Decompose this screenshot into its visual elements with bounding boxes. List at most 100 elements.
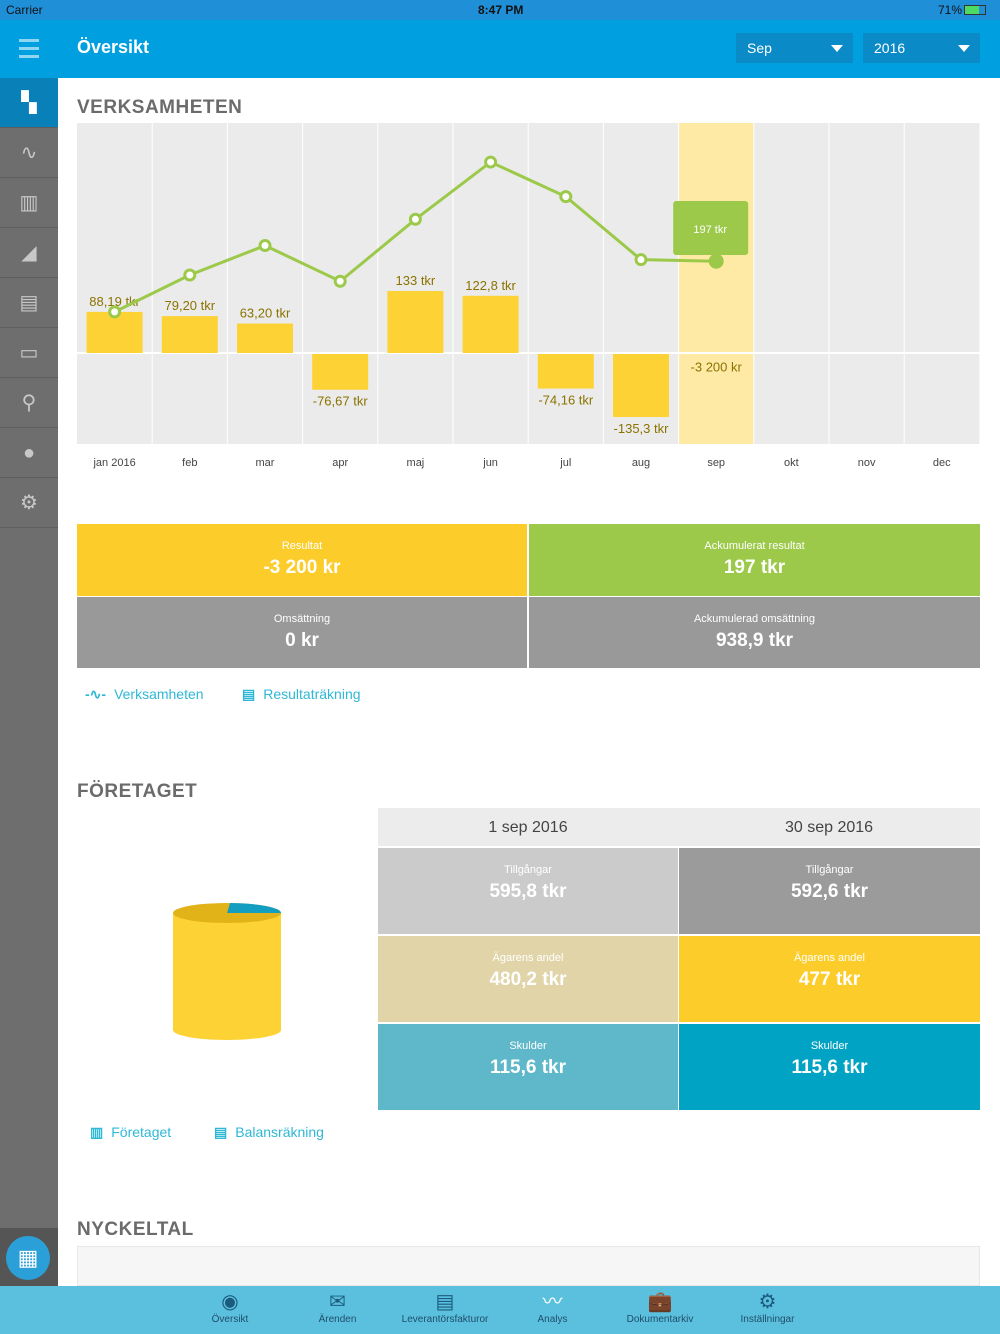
profile-area: ▦ [0, 1228, 58, 1286]
bottom-tab-bar: ◉ Översikt ✉ Ärenden ▤ Leverantörsfakturor 〰 An… [0, 1286, 1000, 1334]
tab-icon: ◉ [221, 1291, 239, 1313]
summary-tile: Omsättning 0 kr [77, 597, 527, 668]
month-value: Sep [747, 40, 772, 56]
bar [387, 291, 444, 353]
cell-label: Ägarens andel [794, 952, 865, 964]
bar [237, 323, 293, 353]
sidebar-buildings-icon[interactable]: ▥ [0, 178, 58, 228]
company-avatar[interactable]: ▦ [6, 1236, 50, 1280]
tab-dokumentarkiv[interactable]: 💼 Dokumentarkiv [610, 1286, 710, 1325]
tile-label: Ackumulerat resultat [704, 540, 805, 552]
bar-value-label: 133 tkr [396, 273, 436, 288]
link-label: Verksamheten [114, 686, 204, 702]
balance-header: 1 sep 2016 30 sep 2016 [378, 808, 980, 846]
line-point [634, 253, 648, 267]
bar [312, 354, 369, 390]
line-point [258, 239, 272, 253]
bar-value-label: -76,67 tkr [313, 394, 369, 409]
tab-label: Analys [537, 1314, 568, 1325]
tab-leverantörsfakturor[interactable]: ▤ Leverantörsfakturor [395, 1286, 495, 1325]
bar [613, 354, 669, 418]
bar-value-label: 63,20 tkr [240, 306, 291, 321]
sidebar-document-icon[interactable]: ▤ [0, 278, 58, 328]
tab-label: Dokumentarkiv [626, 1314, 694, 1325]
sidebar-pulse-icon[interactable]: ∿ [0, 128, 58, 178]
x-tick-label: jun [482, 457, 498, 469]
cell-value: 480,2 tkr [489, 969, 567, 990]
sidebar-user-icon[interactable]: ● [0, 428, 58, 478]
x-tick-label: jul [559, 457, 571, 469]
sidebar-search-icon[interactable]: ⚲ [0, 378, 58, 428]
x-tick-label: jan 2016 [92, 457, 135, 469]
tile-label: Ackumulerad omsättning [693, 613, 816, 625]
line-point [408, 212, 422, 226]
tile-value: 938,9 tkr [715, 630, 794, 651]
col-header-start: 1 sep 2016 [488, 819, 568, 836]
cell-value: 477 tkr [798, 969, 861, 990]
tab-label: Översikt [211, 1314, 249, 1325]
sidebar-gear-icon[interactable]: ⚙ [0, 478, 58, 528]
status-bar: Carrier 8:47 PM 71% [0, 0, 1000, 20]
carrier: Carrier [6, 3, 43, 17]
document-icon: ▤ [242, 686, 256, 702]
summary-tile: Ackumulerat resultat 197 tkr [529, 524, 980, 596]
highlight-column [678, 123, 754, 444]
link-verksamheten[interactable]: -∿- Verksamheten [85, 686, 204, 703]
tab-icon: ⚙ [758, 1291, 777, 1313]
col-header-end: 30 sep 2016 [784, 819, 874, 836]
link-label: Resultaträkning [263, 686, 361, 702]
x-tick-label: aug [632, 457, 650, 469]
bar [537, 354, 594, 389]
tab-label: Ärenden [318, 1314, 357, 1325]
month-select[interactable]: Sep [736, 33, 853, 63]
tab-inställningar[interactable]: ⚙ Inställningar [718, 1286, 818, 1325]
tooltip-text: 197 tkr [693, 224, 727, 236]
sidebar: ▚ ∿ ▥ ◢ ▤ ▭ ⚲ ● ⚙ ▦ [0, 78, 58, 1286]
app-header: Översikt Sep 2016 [0, 20, 1000, 78]
bar [161, 316, 218, 353]
sidebar-archive-icon[interactable]: ▭ [0, 328, 58, 378]
tab-analys[interactable]: 〰 Analys [503, 1286, 603, 1325]
document-icon: ▤ [214, 1124, 228, 1140]
year-select[interactable]: 2016 [863, 33, 980, 63]
menu-icon[interactable] [19, 39, 39, 58]
section-title-foretaget: FÖRETAGET [77, 781, 198, 802]
line-point [559, 190, 573, 204]
cell-value: 592,6 tkr [790, 881, 869, 902]
section-title-verksamheten: VERKSAMHETEN [77, 97, 243, 118]
equity-cylinder-chart [173, 903, 282, 1040]
chevron-down-icon [831, 45, 843, 52]
cell-label: Skulder [509, 1040, 547, 1052]
bar-value-label: -3 200 kr [691, 359, 743, 374]
cell-label: Tillgångar [504, 864, 552, 876]
tile-label: Resultat [281, 540, 323, 552]
link-balansrakning[interactable]: ▤ Balansräkning [214, 1124, 324, 1141]
balance-cell: Tillgångar 595,8 tkr [378, 848, 678, 934]
tab-icon: ✉ [329, 1291, 346, 1313]
link-resultatrakning[interactable]: ▤ Resultaträkning [242, 686, 361, 703]
summary-tile: Ackumulerad omsättning 938,9 tkr [529, 597, 980, 668]
buildings-icon: ▥ [90, 1124, 104, 1140]
sidebar-dashboard-icon[interactable]: ▚ [0, 78, 58, 128]
line-point [333, 274, 347, 288]
x-tick-label: maj [407, 457, 425, 469]
x-tick-label: dec [933, 457, 951, 469]
tab-icon: ▤ [435, 1291, 455, 1313]
tab-icon: 〰 [542, 1291, 563, 1313]
cell-label: Ägarens andel [492, 952, 564, 964]
link-label: Företaget [111, 1124, 172, 1140]
cell-value: 595,8 tkr [489, 881, 567, 902]
tab-label: Inställningar [740, 1314, 795, 1325]
tab-översikt[interactable]: ◉ Översikt [180, 1286, 280, 1325]
cell-value: 115,6 tkr [489, 1057, 567, 1078]
link-label: Balansräkning [235, 1124, 324, 1140]
x-tick-label: nov [858, 457, 876, 469]
sidebar-area-chart-icon[interactable]: ◢ [0, 228, 58, 278]
link-foretaget[interactable]: ▥ Företaget [90, 1124, 171, 1141]
tile-value: -3 200 kr [263, 557, 341, 578]
bar-value-label: 122,8 tkr [465, 278, 516, 293]
tab-label: Leverantörsfakturor [401, 1314, 489, 1325]
nyckeltal-panel [77, 1246, 980, 1286]
tab-ärenden[interactable]: ✉ Ärenden [288, 1286, 388, 1325]
section-title-nyckeltal: NYCKELTAL [77, 1219, 194, 1240]
